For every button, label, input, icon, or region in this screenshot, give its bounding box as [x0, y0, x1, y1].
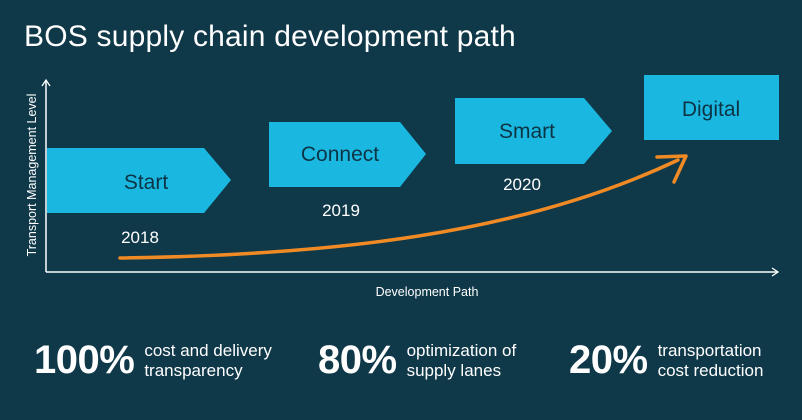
- stat-value: 20%: [569, 338, 648, 382]
- stage-start-label: Start: [124, 171, 169, 194]
- stage-connect: Connect 2019: [269, 122, 426, 220]
- stat-value: 80%: [318, 338, 397, 382]
- stage-digital: Digital: [644, 75, 779, 140]
- stage-connect-shape: [269, 122, 426, 187]
- stage-smart-shape: [455, 98, 612, 164]
- stage-start-year: 2018: [121, 228, 159, 247]
- stat-cost-transparency: 100% cost and delivery transparency: [34, 338, 272, 383]
- growth-arrow-head: [655, 154, 688, 184]
- stat-value: 100%: [34, 338, 135, 382]
- stat-description: cost and delivery transparency: [144, 340, 272, 380]
- stat-description: optimization of supply lanes: [406, 340, 517, 380]
- stage-digital-shape: [644, 75, 779, 140]
- stage-start-shape: [47, 148, 231, 213]
- stage-smart-year: 2020: [503, 175, 541, 194]
- y-axis-label: Transport Management Level: [25, 94, 39, 257]
- stage-smart-label: Smart: [499, 120, 555, 143]
- stage-start: Start 2018: [47, 148, 231, 247]
- stage-digital-label: Digital: [682, 98, 740, 121]
- stage-connect-year: 2019: [322, 201, 360, 220]
- growth-arrow: [118, 154, 688, 260]
- stat-cost-reduction: 20% transportation cost reduction: [569, 338, 763, 383]
- stat-supply-lanes: 80% optimization of supply lanes: [318, 338, 516, 383]
- x-axis-label: Development Path: [376, 285, 479, 299]
- stat-description: transportation cost reduction: [657, 340, 764, 380]
- page-title: BOS supply chain development path: [24, 20, 516, 53]
- growth-arrow-curve: [118, 158, 680, 260]
- stage-connect-label: Connect: [301, 143, 379, 166]
- stage-smart: Smart 2020: [455, 98, 612, 194]
